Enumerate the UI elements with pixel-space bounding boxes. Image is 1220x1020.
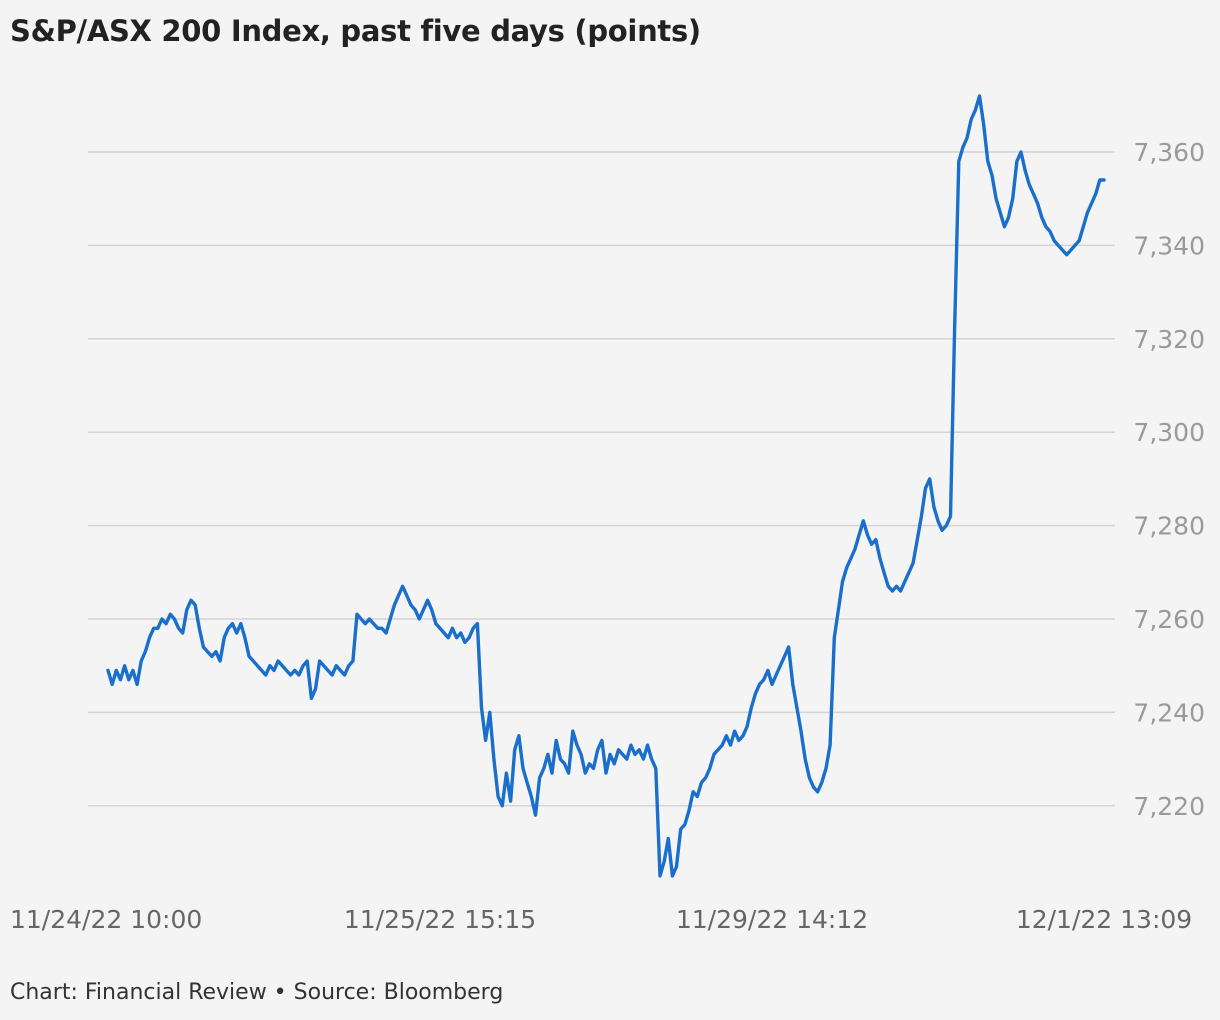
y-axis-ticks: 7,220 7,240 7,260 7,280 7,300 7,320 7,340 7,360 [1133, 138, 1205, 821]
x-tick-label: 11/24/22 10:00 [10, 905, 202, 934]
y-tick-label: 7,360 [1133, 138, 1205, 167]
index-series-line [106, 94, 1106, 878]
x-axis-ticks: 11/24/22 10:00 11/25/22 15:15 11/29/22 14:… [10, 905, 1192, 934]
x-tick-label: 11/25/22 15:15 [344, 905, 536, 934]
x-tick-label: 11/29/22 14:12 [676, 905, 868, 934]
y-tick-label: 7,260 [1133, 605, 1205, 634]
y-tick-label: 7,220 [1133, 792, 1205, 821]
x-tick-label: 12/1/22 13:09 [1016, 905, 1192, 934]
grid-layer [88, 151, 1115, 807]
y-tick-label: 7,280 [1133, 512, 1205, 541]
y-tick-label: 7,300 [1133, 418, 1205, 447]
chart-source-footer: Chart: Financial Review • Source: Bloomb… [10, 980, 504, 1005]
y-tick-label: 7,240 [1133, 698, 1205, 727]
series-layer [106, 94, 1106, 878]
chart-title: S&P/ASX 200 Index, past five days (point… [10, 14, 701, 48]
y-tick-label: 7,340 [1133, 231, 1205, 260]
y-tick-label: 7,320 [1133, 325, 1205, 354]
